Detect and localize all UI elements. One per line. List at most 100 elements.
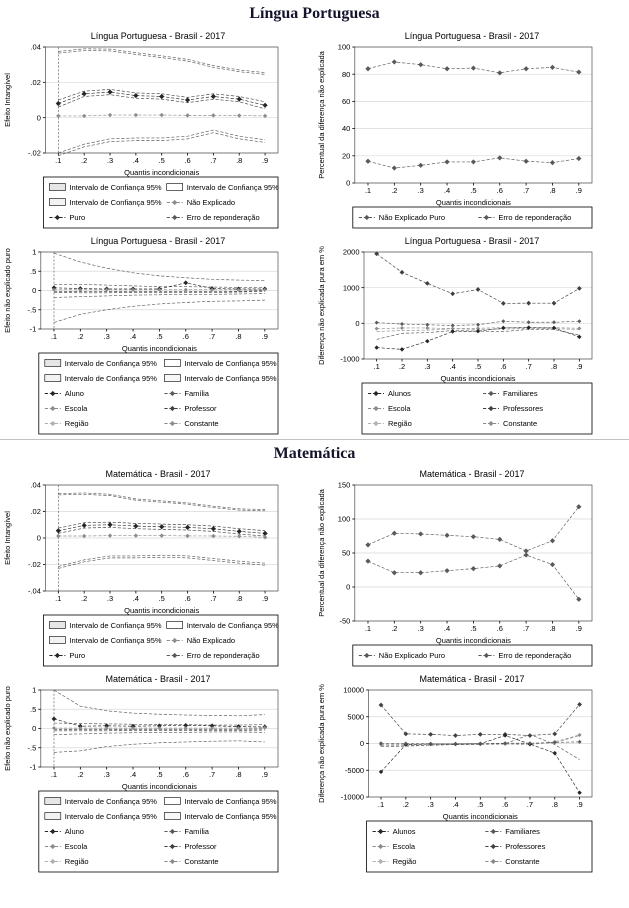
svg-text:.2: .2 bbox=[77, 770, 83, 779]
svg-text:Não Explicado Puro: Não Explicado Puro bbox=[378, 651, 444, 660]
svg-text:Constante: Constante bbox=[505, 857, 539, 866]
svg-text:-1: -1 bbox=[29, 325, 36, 334]
svg-text:Quantis incondicionais: Quantis incondicionais bbox=[442, 812, 517, 821]
svg-text:100: 100 bbox=[337, 43, 350, 52]
svg-text:.1: .1 bbox=[50, 332, 56, 341]
svg-text:.8: .8 bbox=[236, 594, 242, 603]
svg-text:1000: 1000 bbox=[342, 283, 359, 292]
svg-text:Língua Portuguesa - Brasil - 2: Língua Portuguesa - Brasil - 2017 bbox=[404, 31, 539, 41]
svg-text:.9: .9 bbox=[575, 186, 581, 195]
svg-text:Alunos: Alunos bbox=[392, 827, 415, 836]
svg-text:20: 20 bbox=[341, 151, 349, 160]
svg-text:.8: .8 bbox=[550, 362, 556, 371]
svg-text:.2: .2 bbox=[391, 186, 397, 195]
svg-text:2000: 2000 bbox=[342, 248, 359, 257]
svg-text:.4: .4 bbox=[129, 332, 135, 341]
svg-text:Erro de reponderação: Erro de reponderação bbox=[186, 213, 259, 222]
svg-text:.4: .4 bbox=[443, 624, 449, 633]
svg-text:.8: .8 bbox=[235, 770, 241, 779]
svg-text:Puro: Puro bbox=[69, 213, 85, 222]
svg-text:.04: .04 bbox=[30, 481, 40, 490]
svg-text:.7: .7 bbox=[522, 186, 528, 195]
svg-text:-1000: -1000 bbox=[340, 355, 359, 364]
svg-text:Intervalo de Confiança 95%: Intervalo de Confiança 95% bbox=[184, 374, 276, 383]
svg-text:.7: .7 bbox=[525, 362, 531, 371]
svg-text:.3: .3 bbox=[106, 594, 112, 603]
svg-text:60: 60 bbox=[341, 97, 349, 106]
svg-text:Efeito Intangível: Efeito Intangível bbox=[3, 511, 12, 565]
svg-text:1: 1 bbox=[32, 686, 36, 695]
svg-text:Intervalo de Confiança 95%: Intervalo de Confiança 95% bbox=[186, 621, 278, 630]
svg-text:Intervalo de Confiança 95%: Intervalo de Confiança 95% bbox=[64, 374, 156, 383]
svg-text:0: 0 bbox=[36, 113, 40, 122]
svg-text:Quantis incondicionais: Quantis incondicionais bbox=[440, 374, 515, 383]
svg-text:Região: Região bbox=[392, 857, 416, 866]
svg-text:.9: .9 bbox=[576, 800, 582, 809]
svg-text:Matemática - Brasil - 2017: Matemática - Brasil - 2017 bbox=[105, 674, 210, 684]
svg-text:.2: .2 bbox=[81, 594, 87, 603]
svg-text:Erro de reponderação: Erro de reponderação bbox=[498, 651, 571, 660]
svg-text:Família: Família bbox=[184, 389, 209, 398]
svg-text:.5: .5 bbox=[156, 332, 162, 341]
svg-text:Aluno: Aluno bbox=[64, 389, 83, 398]
svg-text:Região: Região bbox=[64, 419, 88, 428]
svg-text:Diferença não explicada pura e: Diferença não explicada pura em % bbox=[317, 684, 326, 803]
svg-text:Matemática - Brasil - 2017: Matemática - Brasil - 2017 bbox=[419, 674, 524, 684]
svg-text:.8: .8 bbox=[549, 186, 555, 195]
svg-text:-.02: -.02 bbox=[27, 560, 40, 569]
svg-text:100: 100 bbox=[337, 515, 350, 524]
svg-text:.8: .8 bbox=[235, 332, 241, 341]
svg-text:80: 80 bbox=[341, 70, 349, 79]
svg-text:Constante: Constante bbox=[503, 419, 537, 428]
svg-text:Diferença não explicada pura e: Diferença não explicada pura em % bbox=[317, 246, 326, 365]
svg-text:.2: .2 bbox=[77, 332, 83, 341]
svg-text:Professores: Professores bbox=[503, 404, 543, 413]
svg-text:.3: .3 bbox=[103, 770, 109, 779]
svg-text:0: 0 bbox=[32, 724, 36, 733]
svg-text:.6: .6 bbox=[182, 332, 188, 341]
svg-text:.6: .6 bbox=[501, 800, 507, 809]
svg-text:50: 50 bbox=[341, 549, 349, 558]
svg-text:Matemática - Brasil - 2017: Matemática - Brasil - 2017 bbox=[419, 469, 524, 479]
svg-text:Professor: Professor bbox=[184, 842, 217, 851]
svg-text:.1: .1 bbox=[377, 800, 383, 809]
svg-text:Percentual da diferença não ex: Percentual da diferença não explicada bbox=[317, 488, 326, 616]
svg-text:-5000: -5000 bbox=[344, 766, 363, 775]
svg-text:.5: .5 bbox=[30, 705, 36, 714]
svg-text:Alunos: Alunos bbox=[388, 389, 411, 398]
svg-text:Língua Portuguesa - Brasil - 2: Língua Portuguesa - Brasil - 2017 bbox=[90, 236, 225, 246]
svg-text:Quantis incondicionais: Quantis incondicionais bbox=[124, 168, 199, 177]
svg-text:Família: Família bbox=[184, 827, 209, 836]
svg-text:Intervalo de Confiança 95%: Intervalo de Confiança 95% bbox=[69, 183, 161, 192]
svg-text:Região: Região bbox=[64, 857, 88, 866]
svg-text:Quantis incondicionais: Quantis incondicionais bbox=[121, 782, 196, 791]
svg-text:5000: 5000 bbox=[347, 712, 364, 721]
svg-text:Erro de reponderação: Erro de reponderação bbox=[186, 651, 259, 660]
svg-text:.6: .6 bbox=[184, 594, 190, 603]
svg-text:0: 0 bbox=[359, 739, 363, 748]
svg-text:.3: .3 bbox=[106, 156, 112, 165]
svg-text:0: 0 bbox=[346, 179, 350, 188]
svg-text:.5: .5 bbox=[30, 267, 36, 276]
svg-text:Quantis incondicionais: Quantis incondicionais bbox=[435, 198, 510, 207]
svg-text:Intervalo de Confiança 95%: Intervalo de Confiança 95% bbox=[69, 198, 161, 207]
svg-text:.6: .6 bbox=[182, 770, 188, 779]
svg-text:Língua Portuguesa - Brasil - 2: Língua Portuguesa - Brasil - 2017 bbox=[90, 31, 225, 41]
svg-text:.2: .2 bbox=[398, 362, 404, 371]
svg-text:150: 150 bbox=[337, 481, 350, 490]
svg-text:Aluno: Aluno bbox=[64, 827, 83, 836]
svg-text:.1: .1 bbox=[55, 156, 61, 165]
svg-text:Efeito não explicado puro: Efeito não explicado puro bbox=[3, 248, 12, 333]
svg-text:Quantis incondicionais: Quantis incondicionais bbox=[124, 606, 199, 615]
svg-text:.9: .9 bbox=[575, 624, 581, 633]
svg-text:Língua Portuguesa - Brasil - 2: Língua Portuguesa - Brasil - 2017 bbox=[404, 236, 539, 246]
svg-text:Constante: Constante bbox=[184, 419, 218, 428]
svg-text:Percentual da diferença não ex: Percentual da diferença não explicada bbox=[317, 50, 326, 178]
svg-text:.7: .7 bbox=[210, 594, 216, 603]
svg-text:Não Explicado: Não Explicado bbox=[186, 198, 234, 207]
svg-text:.1: .1 bbox=[364, 186, 370, 195]
svg-text:Quantis incondicionais: Quantis incondicionais bbox=[435, 636, 510, 645]
svg-text:.3: .3 bbox=[427, 800, 433, 809]
svg-text:Erro de reponderação: Erro de reponderação bbox=[498, 213, 571, 222]
svg-text:.5: .5 bbox=[470, 186, 476, 195]
